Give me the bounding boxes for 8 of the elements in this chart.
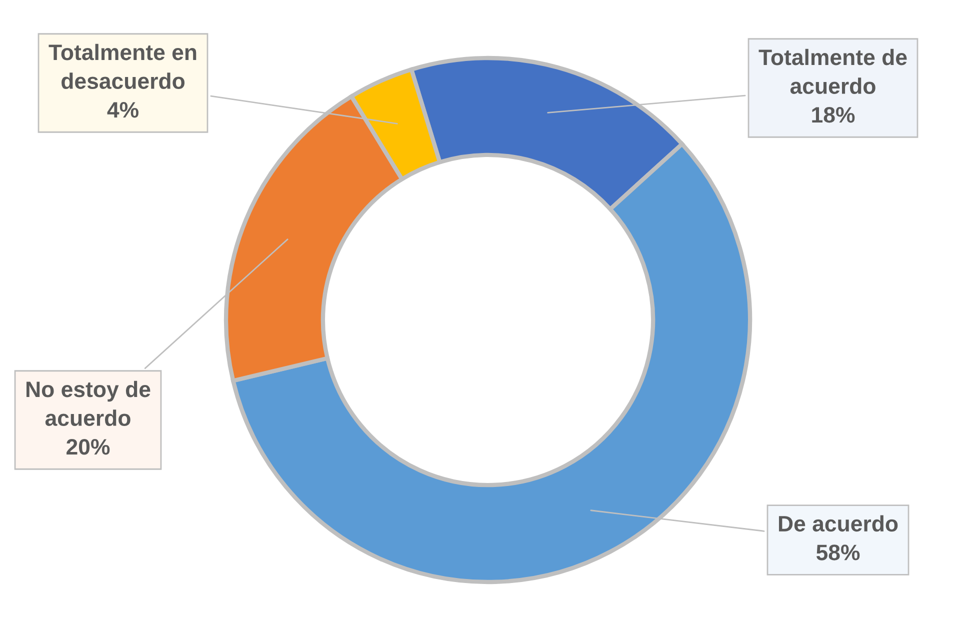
data-label: 20%: [66, 438, 110, 455]
data-label: 58%: [816, 544, 860, 560]
slice-label: De acuerdo: [778, 515, 898, 532]
slice-label: Totalmente de acuerdo: [758, 48, 907, 94]
slice-label: No estoy de acuerdo: [26, 380, 150, 426]
slice-label: Totalmente en desacuerdo: [48, 44, 196, 89]
data-label: 4%: [107, 102, 138, 118]
data-label: 18%: [812, 106, 855, 123]
